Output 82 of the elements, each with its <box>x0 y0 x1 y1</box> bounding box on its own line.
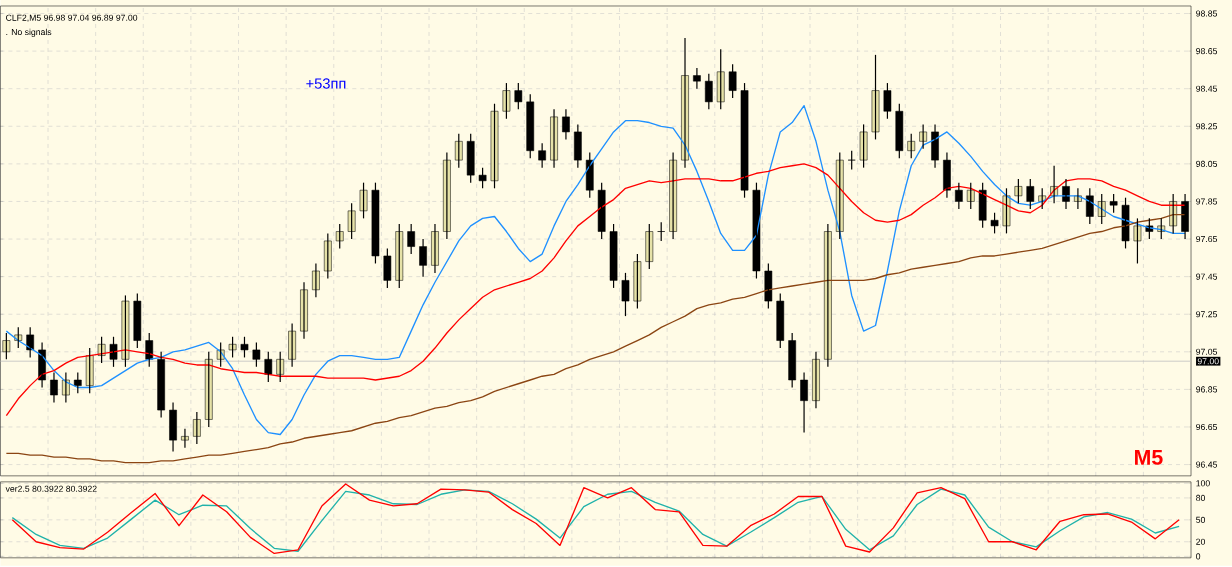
candlestick <box>990 212 999 235</box>
candlestick <box>955 182 963 210</box>
y-tick-label: 20 <box>1196 538 1206 545</box>
candlestick <box>252 341 261 368</box>
ref-line-label: 97.00 <box>1197 358 1219 365</box>
y-tick-label: 96.65 <box>1196 423 1218 431</box>
y-tick-label: 98.65 <box>1196 48 1218 55</box>
candlestick <box>73 371 82 394</box>
candlestick <box>704 73 713 110</box>
candlestick <box>609 223 618 289</box>
candlestick <box>788 332 797 389</box>
y-tick-label: 96.45 <box>1196 461 1218 468</box>
candlestick <box>716 48 725 110</box>
candlestick <box>871 54 880 141</box>
candlestick <box>228 336 237 359</box>
y-tick-label: 98.85 <box>1196 10 1218 17</box>
candlestick <box>776 292 785 349</box>
candlestick <box>347 202 356 240</box>
y-tick-label: 96.85 <box>1196 386 1218 393</box>
candlestick <box>895 103 904 159</box>
candlestick <box>847 150 856 171</box>
annotation: ver2.5 80.3922 80.3922 <box>5 485 97 492</box>
candlestick <box>752 182 761 280</box>
candlestick <box>395 223 404 289</box>
candlestick <box>883 82 892 120</box>
y-tick-label: 97.65 <box>1196 236 1218 243</box>
candlestick <box>264 351 273 383</box>
candlestick <box>1133 217 1142 265</box>
candlestick <box>859 123 868 169</box>
y-tick-label: 98.05 <box>1196 160 1218 167</box>
y-tick-label: 0 <box>1196 553 1201 560</box>
y-tick-label: 97.45 <box>1196 273 1218 280</box>
candlestick <box>133 292 142 349</box>
candlestick <box>764 262 773 310</box>
candlestick <box>740 82 749 199</box>
candlestick <box>371 182 380 265</box>
candlestick <box>97 336 106 364</box>
annotation: CLF2,M5 96.98 97.04 96.89 97.00 <box>6 14 138 22</box>
candlestick <box>633 253 642 310</box>
y-tick-label: 97.85 <box>1196 198 1218 205</box>
candlestick <box>1121 197 1130 250</box>
candlestick <box>907 133 916 159</box>
candlestick <box>978 182 987 229</box>
candlestick <box>240 336 249 359</box>
candlestick <box>502 82 511 120</box>
candlestick <box>966 182 975 210</box>
y-tick-label: 98.25 <box>1196 123 1218 130</box>
candlestick <box>26 326 35 359</box>
candlestick <box>597 182 606 240</box>
candlestick <box>121 294 130 368</box>
candlestick <box>1109 193 1118 214</box>
candlestick <box>383 247 392 289</box>
y-tick-label: 97.25 <box>1196 311 1218 318</box>
annotation: M5 <box>1135 449 1163 465</box>
candlestick <box>323 232 332 280</box>
candlestick <box>454 133 463 169</box>
candlestick <box>181 428 189 449</box>
candlestick <box>645 223 654 270</box>
candlestick <box>109 336 118 368</box>
candlestick <box>359 182 368 219</box>
annotation: . No signals <box>6 28 52 37</box>
candlestick <box>514 82 523 110</box>
candlestick <box>1026 178 1035 210</box>
y-tick-label: 97.05 <box>1196 348 1218 355</box>
candlestick <box>728 63 737 99</box>
y-tick-label: 98.45 <box>1196 85 1218 92</box>
candlestick <box>466 133 475 184</box>
candlestick <box>621 272 630 317</box>
candlestick <box>14 326 23 349</box>
candlestick <box>526 93 535 159</box>
candlestick <box>1002 187 1011 235</box>
annotation: +53пп <box>306 78 346 89</box>
candlestick <box>478 167 487 189</box>
candlestick <box>85 347 94 394</box>
candlestick <box>276 351 285 383</box>
candlestick <box>407 223 416 255</box>
y-tick-label: 80 <box>1196 494 1206 501</box>
y-tick-label: 100 <box>1196 480 1210 487</box>
candlestick <box>490 103 499 189</box>
candlestick <box>1014 178 1023 204</box>
y-tick-label: 50 <box>1196 516 1206 523</box>
candlestick <box>335 223 344 250</box>
